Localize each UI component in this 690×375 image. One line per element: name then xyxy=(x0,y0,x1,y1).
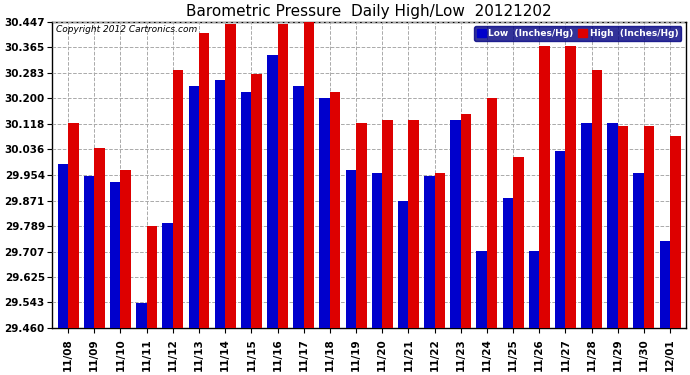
Bar xyxy=(172,70,184,328)
Bar xyxy=(607,123,618,328)
Bar xyxy=(277,24,288,328)
Bar xyxy=(95,148,105,328)
Bar xyxy=(382,120,393,328)
Bar xyxy=(215,80,225,328)
Bar xyxy=(644,126,654,328)
Bar xyxy=(58,164,68,328)
Bar xyxy=(670,136,680,328)
Bar xyxy=(660,241,670,328)
Bar xyxy=(513,158,524,328)
Bar xyxy=(487,98,497,328)
Bar xyxy=(251,74,262,328)
Bar xyxy=(540,46,550,328)
Bar xyxy=(581,123,591,328)
Bar xyxy=(147,226,157,328)
Bar xyxy=(424,176,435,328)
Bar xyxy=(356,123,366,328)
Bar xyxy=(346,170,356,328)
Bar xyxy=(121,170,131,328)
Bar xyxy=(408,120,419,328)
Text: Copyright 2012 Cartronics.com: Copyright 2012 Cartronics.com xyxy=(56,25,197,34)
Bar xyxy=(293,86,304,328)
Bar xyxy=(188,86,199,328)
Bar xyxy=(372,173,382,328)
Bar xyxy=(555,151,565,328)
Bar xyxy=(529,251,540,328)
Bar xyxy=(502,198,513,328)
Bar xyxy=(319,98,330,328)
Bar xyxy=(618,126,629,328)
Bar xyxy=(241,92,251,328)
Bar xyxy=(304,21,314,328)
Bar xyxy=(136,303,147,328)
Bar xyxy=(591,70,602,328)
Bar xyxy=(451,120,461,328)
Bar xyxy=(633,173,644,328)
Bar xyxy=(398,201,408,328)
Legend: Low  (Inches/Hg), High  (Inches/Hg): Low (Inches/Hg), High (Inches/Hg) xyxy=(474,26,681,40)
Bar xyxy=(565,46,576,328)
Bar xyxy=(162,223,172,328)
Bar xyxy=(267,55,277,328)
Bar xyxy=(225,24,236,328)
Bar xyxy=(199,33,210,328)
Bar xyxy=(435,173,445,328)
Bar xyxy=(330,92,340,328)
Bar xyxy=(461,114,471,328)
Title: Barometric Pressure  Daily High/Low  20121202: Barometric Pressure Daily High/Low 20121… xyxy=(186,4,552,19)
Bar xyxy=(84,176,95,328)
Bar xyxy=(110,182,121,328)
Bar xyxy=(476,251,487,328)
Bar xyxy=(68,123,79,328)
